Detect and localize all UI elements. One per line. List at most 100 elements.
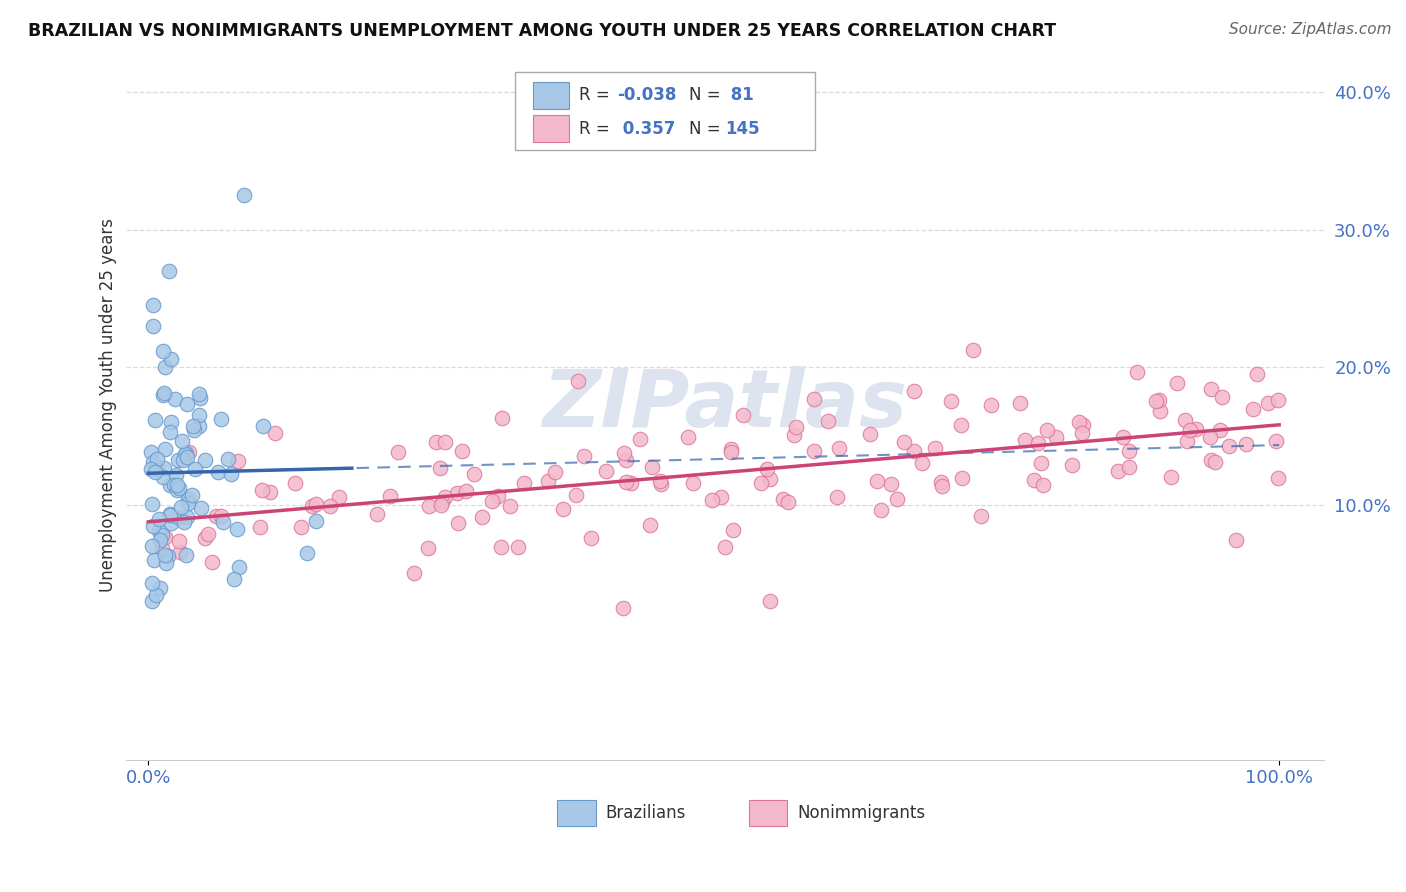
Point — [1178, 423, 1201, 437]
Point — [143, 465, 166, 479]
Point — [149, 581, 172, 595]
Point — [222, 572, 245, 586]
Point — [1208, 423, 1230, 437]
Point — [614, 452, 637, 467]
Point — [176, 450, 198, 464]
Point — [1060, 458, 1083, 473]
Point — [700, 492, 723, 507]
Text: 81: 81 — [725, 87, 754, 104]
Point — [163, 477, 186, 491]
Point — [866, 474, 889, 488]
Point — [205, 508, 228, 523]
Point — [969, 508, 991, 523]
Point — [1071, 426, 1094, 441]
Text: R =: R = — [579, 87, 614, 104]
Bar — [557, 800, 596, 825]
Point — [167, 534, 190, 549]
Point — [772, 491, 794, 506]
Point — [177, 445, 200, 459]
Point — [211, 508, 233, 523]
Point — [177, 491, 200, 506]
Point — [903, 384, 925, 398]
Point — [366, 508, 388, 522]
Point — [233, 188, 256, 202]
Point — [537, 474, 560, 488]
Point — [159, 477, 181, 491]
Point — [1107, 464, 1129, 478]
Point — [886, 491, 908, 506]
Point — [141, 575, 163, 590]
Text: 145: 145 — [725, 120, 759, 137]
Point — [226, 522, 249, 536]
Point — [430, 499, 453, 513]
Point — [142, 318, 165, 333]
Point — [450, 443, 472, 458]
Point — [1067, 415, 1090, 429]
Point — [155, 556, 177, 570]
Point — [1211, 391, 1233, 405]
Point — [264, 426, 287, 441]
Point — [194, 532, 217, 546]
Point — [1014, 434, 1036, 448]
Point — [378, 489, 401, 503]
Point — [481, 494, 503, 508]
Point — [201, 555, 224, 569]
Point — [682, 476, 704, 491]
Point — [759, 472, 782, 486]
Point — [142, 519, 165, 533]
Point — [1257, 395, 1279, 409]
Point — [197, 527, 219, 541]
Point — [720, 442, 742, 457]
Point — [749, 476, 772, 491]
Point — [167, 453, 190, 467]
Point — [1149, 403, 1171, 417]
Point — [139, 445, 162, 459]
Point — [249, 520, 271, 534]
Point — [430, 495, 453, 509]
Point — [471, 509, 494, 524]
Point — [463, 467, 485, 482]
Point — [146, 451, 169, 466]
Point — [553, 502, 575, 516]
Point — [1036, 423, 1059, 437]
Text: ZIPatlas: ZIPatlas — [543, 366, 907, 444]
Point — [1160, 469, 1182, 483]
Point — [152, 385, 174, 400]
Point — [595, 464, 617, 478]
Point — [259, 485, 281, 500]
Point — [149, 533, 172, 547]
Point — [153, 549, 176, 563]
Point — [155, 360, 177, 375]
Point — [512, 476, 534, 491]
Point — [145, 589, 167, 603]
Text: R =: R = — [579, 120, 614, 137]
Point — [456, 484, 478, 499]
Point — [1071, 417, 1094, 432]
Point — [506, 540, 529, 554]
Point — [1265, 434, 1288, 448]
Point — [1267, 392, 1289, 407]
Point — [720, 445, 742, 459]
Point — [181, 487, 204, 501]
Point — [170, 434, 193, 448]
Point — [783, 427, 806, 442]
Point — [157, 549, 180, 563]
Point — [250, 483, 273, 497]
Point — [177, 496, 200, 510]
Point — [733, 408, 755, 422]
Point — [169, 500, 191, 514]
Point — [305, 497, 328, 511]
Point — [173, 515, 195, 529]
Point — [167, 510, 190, 524]
Point — [446, 486, 468, 500]
Point — [141, 497, 163, 511]
Point — [142, 298, 165, 312]
Point — [939, 394, 962, 409]
Point — [1166, 376, 1188, 391]
Point — [1026, 436, 1049, 450]
Point — [416, 541, 439, 556]
Point — [328, 490, 350, 504]
Point — [825, 491, 848, 505]
Point — [1225, 533, 1247, 548]
Point — [565, 488, 588, 502]
